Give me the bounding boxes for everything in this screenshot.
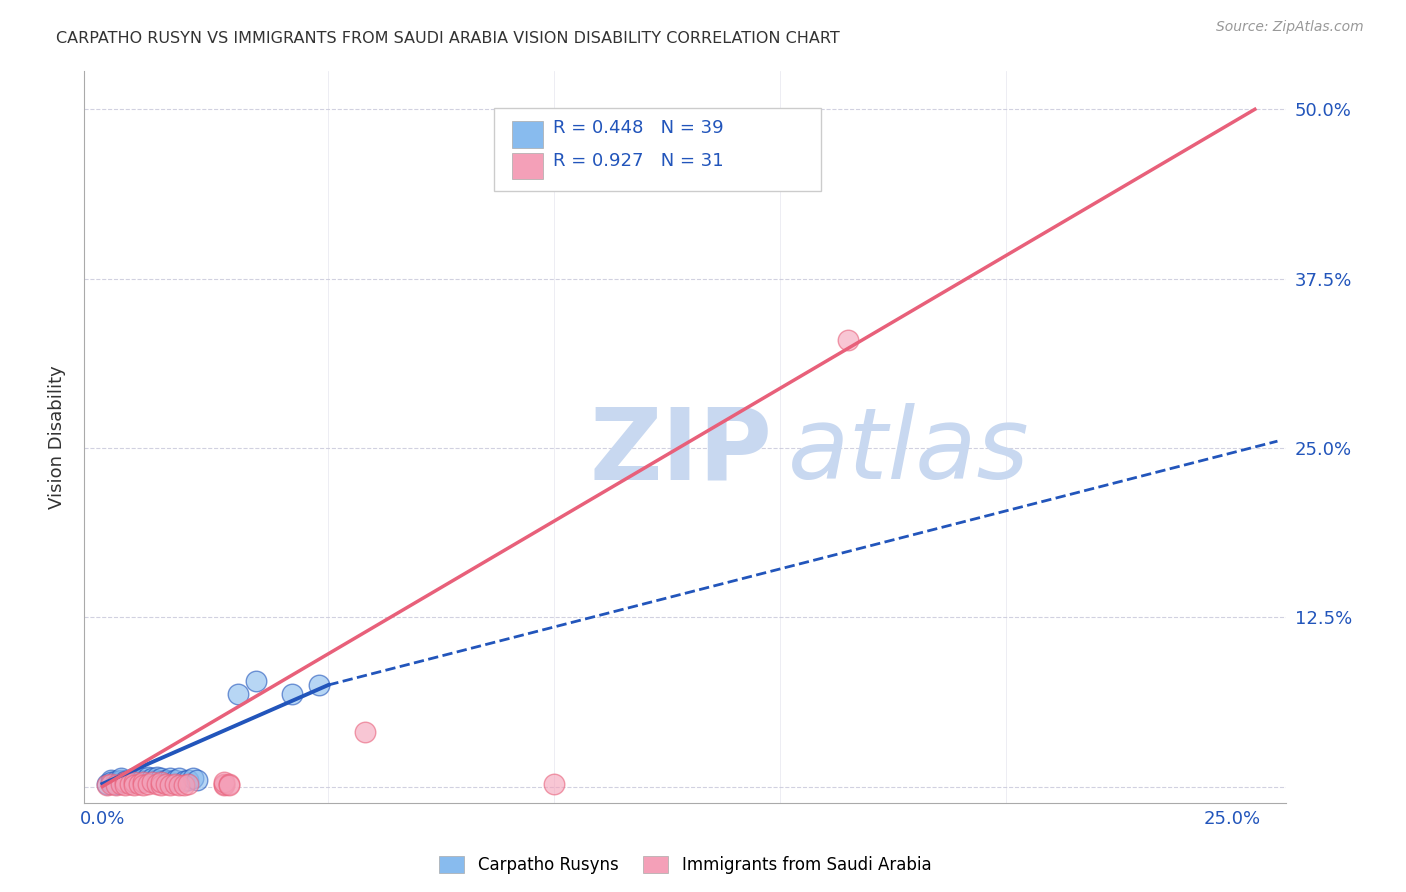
Point xyxy=(100,777,122,791)
Point xyxy=(186,772,208,787)
Point xyxy=(163,772,186,787)
Point xyxy=(155,772,177,787)
Point xyxy=(150,778,173,792)
Point xyxy=(163,777,186,791)
Point xyxy=(150,774,173,789)
Point xyxy=(159,772,181,786)
Point xyxy=(141,772,163,786)
Point xyxy=(159,778,181,792)
Text: R = 0.448   N = 39: R = 0.448 N = 39 xyxy=(553,119,723,136)
Point xyxy=(114,778,136,792)
Point xyxy=(353,725,375,739)
Point xyxy=(837,333,859,347)
Point xyxy=(150,772,173,786)
Point xyxy=(214,777,236,791)
Point xyxy=(132,775,155,789)
Point xyxy=(136,772,159,787)
Point xyxy=(122,775,145,789)
Point xyxy=(128,777,150,791)
Point xyxy=(96,777,118,791)
Point xyxy=(122,778,145,792)
Point xyxy=(128,775,150,789)
Point xyxy=(132,778,155,792)
Point xyxy=(173,774,195,789)
Point xyxy=(105,778,128,792)
Point xyxy=(110,777,132,791)
Point xyxy=(150,775,173,789)
Point xyxy=(110,772,132,787)
Point xyxy=(543,777,565,791)
Point xyxy=(114,775,136,789)
Point xyxy=(110,772,132,786)
Point xyxy=(141,774,163,789)
Point xyxy=(122,772,145,786)
Point xyxy=(118,772,141,787)
Point xyxy=(136,770,159,784)
Text: ZIP: ZIP xyxy=(589,403,772,500)
Point xyxy=(281,688,304,702)
Point xyxy=(132,774,155,789)
Point xyxy=(132,772,155,786)
Point xyxy=(214,775,236,789)
Point xyxy=(181,772,204,786)
Point xyxy=(114,774,136,789)
Point xyxy=(177,772,200,787)
Point xyxy=(96,778,118,792)
Point xyxy=(169,772,191,786)
Point xyxy=(136,777,159,791)
Text: R = 0.927   N = 31: R = 0.927 N = 31 xyxy=(553,152,723,169)
Y-axis label: Vision Disability: Vision Disability xyxy=(48,365,66,509)
Point xyxy=(169,778,191,792)
Point xyxy=(118,775,141,789)
Point xyxy=(245,673,267,688)
Point xyxy=(118,777,141,791)
Point xyxy=(226,688,249,702)
Point xyxy=(100,775,122,789)
Point xyxy=(100,772,122,787)
Point xyxy=(105,774,128,789)
Point xyxy=(177,777,200,791)
Point xyxy=(122,774,145,789)
Point xyxy=(145,772,167,787)
Point xyxy=(141,775,163,789)
Point xyxy=(218,777,240,791)
Text: Source: ZipAtlas.com: Source: ZipAtlas.com xyxy=(1216,20,1364,34)
Point xyxy=(214,778,236,792)
Point xyxy=(145,770,167,784)
Text: CARPATHO RUSYN VS IMMIGRANTS FROM SAUDI ARABIA VISION DISABILITY CORRELATION CHA: CARPATHO RUSYN VS IMMIGRANTS FROM SAUDI … xyxy=(56,31,839,46)
Point xyxy=(110,775,132,789)
Legend: Carpatho Rusyns, Immigrants from Saudi Arabia: Carpatho Rusyns, Immigrants from Saudi A… xyxy=(432,847,939,882)
Point xyxy=(105,777,128,791)
Point xyxy=(308,678,330,692)
Point xyxy=(155,777,177,791)
Point xyxy=(159,774,181,789)
Point xyxy=(128,772,150,787)
Point xyxy=(218,778,240,792)
Point xyxy=(114,775,136,789)
Point xyxy=(145,777,167,791)
Point xyxy=(173,778,195,792)
Text: atlas: atlas xyxy=(787,403,1029,500)
